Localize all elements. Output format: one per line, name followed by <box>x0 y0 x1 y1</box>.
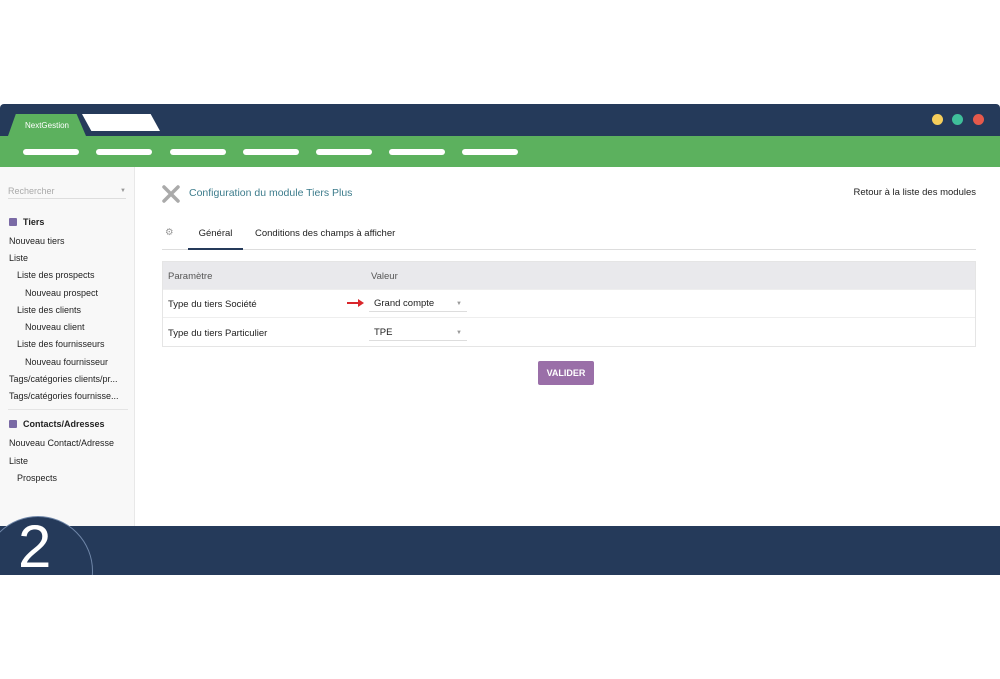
menu-placeholder[interactable] <box>389 149 445 155</box>
table-row: Type du tiers Particulier TPE ▼ <box>163 319 975 347</box>
sidebar-item[interactable]: Tags/catégories clients/pr... <box>9 374 118 384</box>
app-window: NextGestion Rechercher ▼ Tiers Nouveau ti… <box>0 104 1000 575</box>
chevron-down-icon: ▼ <box>456 300 462 307</box>
tab-blank[interactable] <box>82 114 160 131</box>
menu-placeholder[interactable] <box>96 149 152 155</box>
sidebar-item[interactable]: Nouveau Contact/Adresse <box>9 438 115 448</box>
column-header: Paramètre <box>168 271 213 282</box>
param-label: Type du tiers Particulier <box>168 328 268 339</box>
menu-placeholder[interactable] <box>170 149 226 155</box>
tab-label: Général <box>198 228 233 239</box>
sidebar-item[interactable]: Prospects <box>17 473 58 483</box>
menu-placeholder[interactable] <box>462 149 518 155</box>
sidebar: Rechercher ▼ Tiers Nouveau tiers Liste Li… <box>0 167 135 527</box>
label: Contacts/Adresses <box>23 419 105 429</box>
sidebar-item[interactable]: Nouveau prospect <box>25 288 99 298</box>
sidebar-item[interactable]: Nouveau tiers <box>9 236 65 246</box>
yellow-dot-icon[interactable] <box>932 114 943 125</box>
green-dot-icon[interactable] <box>952 114 963 125</box>
select-value: TPE <box>374 327 393 338</box>
search-input[interactable]: Rechercher ▼ <box>8 183 126 199</box>
validate-button[interactable]: VALIDER <box>538 361 594 385</box>
chevron-down-icon: ▼ <box>456 329 462 336</box>
contact-icon <box>9 420 17 428</box>
sidebar-item[interactable]: Nouveau client <box>25 322 85 332</box>
sidebar-item[interactable]: Liste des fournisseurs <box>17 339 105 349</box>
red-dot-icon[interactable] <box>973 114 984 125</box>
gear-icon[interactable]: ⚙ <box>165 227 174 238</box>
tools-icon <box>162 185 180 203</box>
menu-placeholder[interactable] <box>316 149 372 155</box>
sidebar-item[interactable]: Liste <box>9 253 29 263</box>
brand-label: NextGestion <box>24 120 70 130</box>
search-placeholder: Rechercher <box>8 185 55 196</box>
table-header: Paramètre Valeur <box>163 262 975 290</box>
column-header: Valeur <box>371 271 398 282</box>
sidebar-item[interactable]: Tags/catégories fournisse... <box>9 391 119 401</box>
select-value: Grand compte <box>374 298 435 309</box>
sidebar-item[interactable]: Liste <box>9 456 29 466</box>
type-particulier-select[interactable]: TPE ▼ <box>369 325 467 341</box>
menu-bar <box>0 136 1000 167</box>
divider <box>8 409 128 410</box>
tab-bar: ⚙ Général Conditions des champs à affich… <box>162 213 976 250</box>
label: Tiers <box>23 217 45 227</box>
param-label: Type du tiers Société <box>168 299 257 310</box>
main-content: Configuration du module Tiers Plus Retou… <box>136 167 1000 527</box>
settings-table: Paramètre Valeur Type du tiers Société G… <box>162 261 976 347</box>
tab-conditions[interactable]: Conditions des champs à afficher <box>255 228 396 239</box>
arrow-right-icon <box>347 299 364 307</box>
tab-general[interactable]: Général <box>188 213 243 250</box>
table-row: Type du tiers Société Grand compte ▼ <box>163 290 975 318</box>
menu-placeholder[interactable] <box>243 149 299 155</box>
page-title: Configuration du module Tiers Plus <box>189 187 353 199</box>
chevron-down-icon: ▼ <box>120 187 126 194</box>
menu-placeholder[interactable] <box>23 149 79 155</box>
sidebar-item[interactable]: Nouveau fournisseur <box>25 357 109 367</box>
sidebar-item[interactable]: Liste des clients <box>17 305 82 315</box>
sidebar-header-contacts[interactable]: Contacts/Adresses <box>9 419 105 429</box>
title-bar: NextGestion <box>0 104 1000 136</box>
back-to-modules-link[interactable]: Retour à la liste des modules <box>853 187 976 198</box>
step-number: 2 <box>18 513 52 576</box>
sidebar-item[interactable]: Liste des prospects <box>17 270 95 280</box>
footer-bar <box>0 526 1000 575</box>
type-societe-select[interactable]: Grand compte ▼ <box>369 296 467 312</box>
tab-nextgestion[interactable]: NextGestion <box>8 114 86 136</box>
sidebar-header-tiers[interactable]: Tiers <box>9 217 44 227</box>
building-icon <box>9 218 17 226</box>
